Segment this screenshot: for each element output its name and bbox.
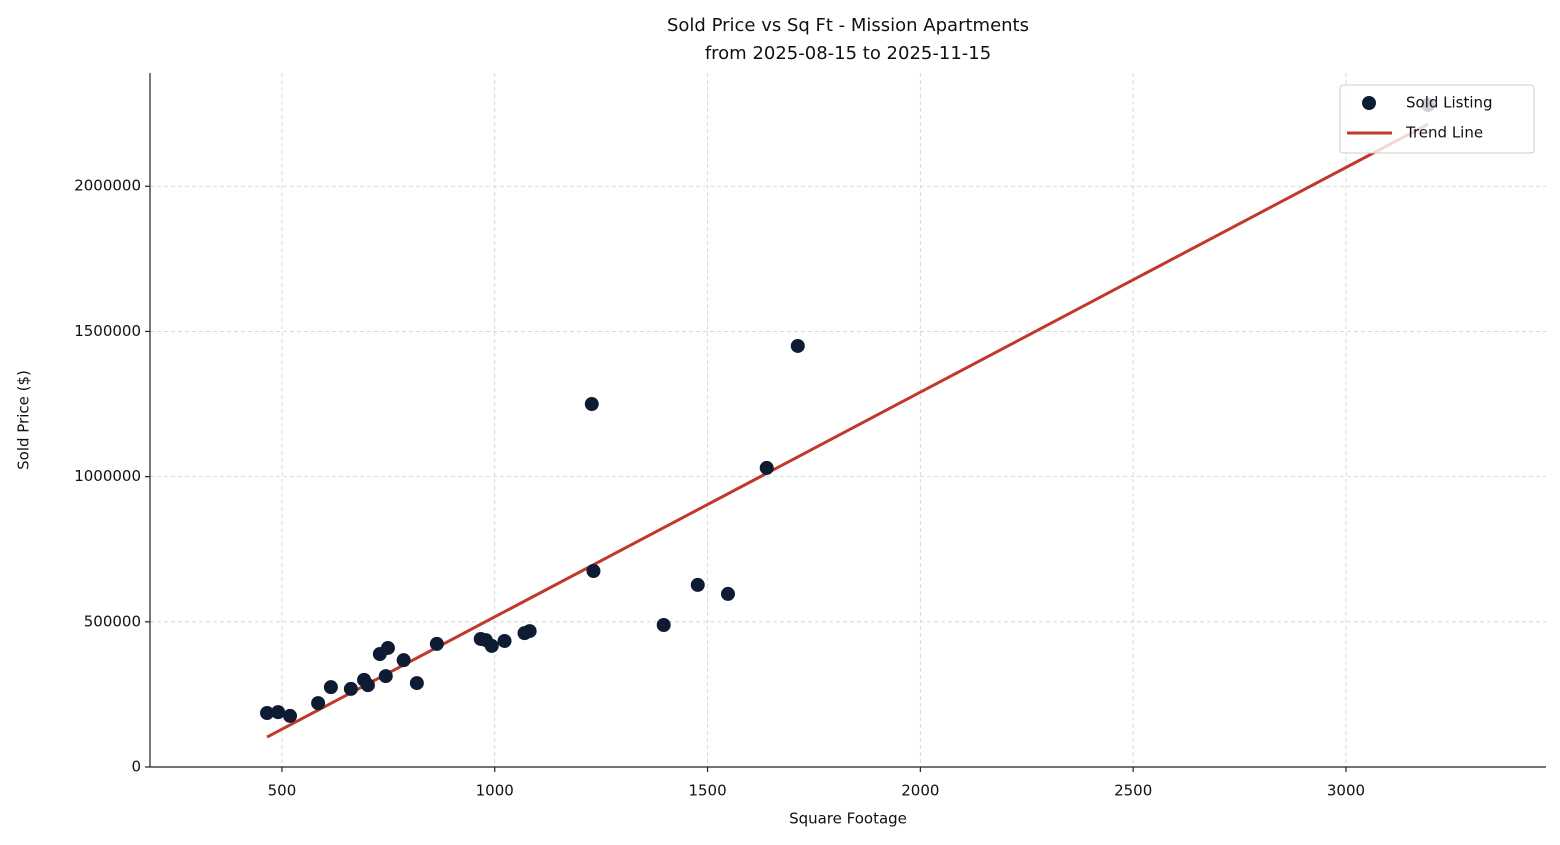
trend-line [266,122,1429,739]
y-tick-label: 1000000 [74,467,141,485]
point [271,705,286,720]
point [409,676,424,691]
point [720,586,735,601]
x-tick-label: 2000 [901,782,939,800]
legend-box [1339,84,1535,154]
point [323,680,338,695]
point [260,705,275,720]
point [790,338,805,353]
y-tick-label: 500000 [84,612,141,630]
y-tick-label: 1500000 [74,322,141,340]
chart-subtitle: from 2025-08-15 to 2025-11-15 [705,43,991,64]
x-tick-label: 3000 [1327,782,1365,800]
chart-title: Sold Price vs Sq Ft - Mission Apartments [667,15,1029,36]
point [586,563,601,578]
point [429,636,444,651]
x-tick-label: 2500 [1114,782,1152,800]
point [690,577,705,592]
x-tick-label: 1500 [688,782,726,800]
point [497,633,512,648]
point [522,624,537,639]
legend-marker [1362,96,1376,110]
x-tick-label: 500 [268,782,297,800]
point [343,681,358,696]
x-axis-label: Square Footage [789,810,907,828]
x-tick-label: 1000 [476,782,514,800]
y-tick-label: 0 [131,758,141,776]
y-axis-label: Sold Price ($) [15,370,33,470]
point [378,669,393,684]
legend-label: Trend Line [1405,124,1483,142]
point [283,708,298,723]
point [311,696,326,711]
point [656,618,671,633]
point [396,653,411,668]
legend-label: Sold Listing [1406,94,1493,112]
y-tick-label: 2000000 [74,177,141,195]
point [484,638,499,653]
point [584,397,599,412]
point [759,460,774,475]
point [360,678,375,693]
point [380,640,395,655]
